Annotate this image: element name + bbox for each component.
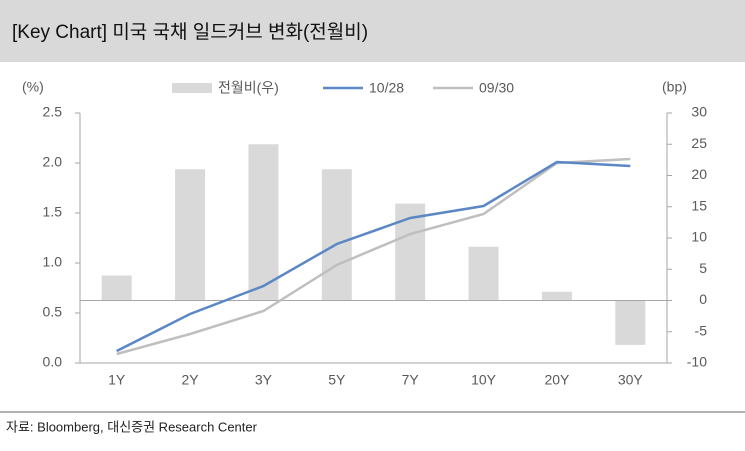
legend-label: 09/30 (479, 80, 514, 96)
y2-axis-label: (bp) (662, 79, 687, 95)
y-tick-label: 1.5 (43, 204, 63, 220)
bar (615, 300, 646, 345)
bar (321, 169, 352, 301)
y-axis-label: (%) (22, 79, 44, 95)
y-tick-label: 2.5 (43, 104, 63, 120)
y-tick-label: 2.0 (43, 154, 63, 170)
y2-tick-label: 30 (691, 104, 707, 120)
y2-tick-label: -5 (695, 322, 708, 338)
line (116, 157, 631, 356)
x-tick-label: 3Y (255, 372, 273, 388)
y2-tick-label: 10 (691, 229, 707, 245)
x-tick-label: 7Y (402, 372, 420, 388)
x-tick-label: 1Y (108, 372, 126, 388)
y-tick-label: 1.0 (43, 254, 63, 270)
y2-tick-label: 25 (691, 135, 707, 151)
x-tick-label: 20Y (544, 372, 570, 388)
x-tick-label: 2Y (182, 372, 200, 388)
y2-tick-label: -10 (687, 354, 707, 370)
line (116, 160, 631, 353)
legend-label: 전월비(우) (218, 80, 279, 96)
legend-label: 10/28 (369, 80, 404, 96)
bar (248, 144, 279, 301)
bar (175, 169, 206, 301)
x-tick-label: 5Y (328, 372, 346, 388)
bar (395, 203, 426, 301)
y2-tick-label: 5 (699, 260, 707, 276)
source: 자료: Bloomberg, 대신증권 Research Center (6, 419, 258, 434)
x-tick-label: 10Y (471, 372, 497, 388)
y2-tick-label: 15 (691, 197, 707, 213)
x-tick-label: 30Y (618, 372, 644, 388)
y-tick-label: 0.5 (43, 304, 63, 320)
bar (468, 246, 499, 301)
chart-title: [Key Chart] 미국 국채 일드커브 변화(전월비) (12, 21, 368, 43)
bar (541, 291, 572, 301)
y2-tick-label: 0 (699, 291, 707, 307)
y2-tick-label: 20 (691, 166, 707, 182)
y-tick-label: 0.0 (43, 354, 63, 370)
legend-swatch (172, 83, 212, 93)
title-bar (0, 0, 745, 62)
bar (101, 275, 132, 301)
